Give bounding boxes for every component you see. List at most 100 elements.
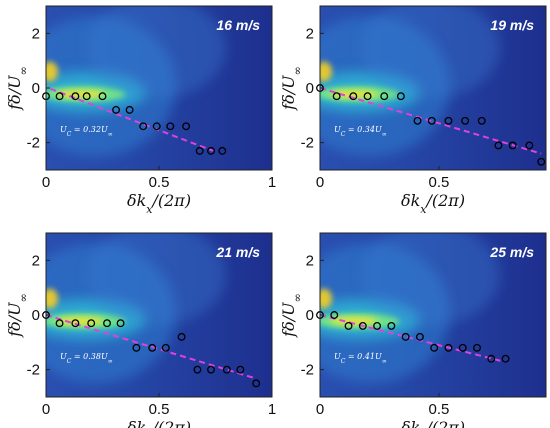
panel-title: 25 m/s — [489, 244, 534, 260]
y-axis-label: fδ/U∞ — [279, 293, 304, 338]
y-tick-label: 0 — [306, 307, 314, 324]
data-point — [363, 92, 372, 101]
y-tick-label: -2 — [27, 135, 40, 152]
data-point — [87, 319, 96, 328]
data-point — [473, 343, 481, 352]
panel-3: 0 0.5 1 -2 0 2 21 m/s UC = 0.38U∞ δkx/(2π) fδ/U∞ — [5, 232, 276, 428]
convection-velocity-label: UC = 0.32U∞ — [60, 125, 113, 138]
data-point — [103, 319, 111, 328]
convection-velocity-label: UC = 0.41U∞ — [334, 352, 387, 365]
data-point — [396, 92, 405, 101]
spectrum-map — [46, 6, 272, 170]
y-tick-label: 2 — [306, 25, 314, 42]
y-axis-label: fδ/U∞ — [5, 66, 30, 111]
panel-title: 16 m/s — [216, 17, 260, 33]
data-point — [148, 343, 157, 352]
y-tick-label: 2 — [306, 252, 314, 269]
fit-line — [46, 314, 255, 379]
data-point — [55, 319, 64, 328]
data-point — [207, 146, 215, 155]
panel-1: 0 0.5 1 -2 0 2 16 m/s UC = 0.32U∞ δkx/(2π) fδ/U∞ — [5, 5, 276, 216]
data-point — [218, 146, 227, 155]
data-point — [444, 116, 453, 125]
data-point — [55, 92, 64, 101]
x-tick-label: 0 — [42, 401, 50, 418]
y-axis-label: fδ/U∞ — [279, 66, 304, 111]
x-axis-label: δkx/(2π) — [127, 418, 191, 428]
data-point — [332, 92, 341, 101]
data-point — [415, 332, 424, 341]
data-point — [112, 105, 121, 114]
data-point — [207, 365, 215, 374]
x-tick-label: 0.5 — [429, 174, 450, 191]
y-tick-label: 2 — [32, 25, 40, 42]
data-point — [508, 141, 517, 150]
data-point — [487, 354, 496, 363]
panel-title: 21 m/s — [215, 244, 260, 260]
x-axis-label: δkx/(2π) — [127, 191, 191, 216]
data-point — [98, 92, 107, 101]
fit-line — [50, 87, 214, 152]
x-tick-label: 0 — [316, 401, 324, 418]
data-point — [413, 116, 422, 125]
spectrum-map — [320, 233, 546, 397]
spectrum-map — [46, 233, 272, 397]
y-tick-label: 2 — [32, 252, 40, 269]
data-point — [380, 92, 389, 101]
x-tick-label: 1 — [268, 174, 276, 191]
y-tick-label: 0 — [306, 80, 314, 97]
x-axis-label: δkx/(2π) — [401, 418, 465, 428]
data-point — [373, 321, 382, 330]
convection-velocity-label: UC = 0.34U∞ — [334, 125, 387, 138]
data-point — [444, 343, 453, 352]
fit-line — [320, 87, 542, 155]
data-point — [501, 354, 510, 363]
data-point — [116, 319, 125, 328]
data-point — [71, 92, 80, 101]
data-point — [195, 146, 204, 155]
data-point — [401, 332, 410, 341]
data-point — [82, 92, 91, 101]
data-point — [427, 116, 436, 125]
data-point — [139, 122, 148, 131]
data-point — [236, 365, 245, 374]
data-point — [152, 122, 161, 131]
panel-2: 0 0.5 -2 0 2 19 m/s UC = 0.34U∞ δkx/(2π) fδ/U∞ — [279, 5, 547, 216]
data-point — [349, 92, 358, 101]
x-tick-label: 0 — [42, 174, 50, 191]
data-point — [344, 321, 353, 330]
x-tick-label: 0.5 — [429, 401, 450, 418]
data-point — [252, 379, 261, 388]
spectrum-map — [320, 6, 546, 170]
x-tick-label: 0.5 — [149, 401, 170, 418]
data-point — [461, 116, 470, 125]
data-point — [458, 343, 467, 352]
data-point — [494, 141, 503, 150]
data-point — [161, 343, 170, 352]
data-point — [525, 141, 534, 150]
panel-title: 19 m/s — [490, 17, 534, 33]
y-tick-label: -2 — [27, 362, 40, 379]
x-axis-label: δkx/(2π) — [401, 191, 465, 216]
data-point — [358, 321, 367, 330]
y-tick-label: 0 — [32, 80, 40, 97]
data-point — [125, 105, 134, 114]
data-point — [182, 122, 191, 131]
y-tick-label: -2 — [301, 135, 314, 152]
data-point — [430, 343, 439, 352]
data-point — [537, 157, 546, 166]
panel-4: 0 0.5 -2 0 2 25 m/s UC = 0.41U∞ δkx/(2π) fδ/U∞ — [279, 232, 547, 428]
y-tick-label: -2 — [301, 362, 314, 379]
x-tick-label: 0.5 — [149, 174, 170, 191]
data-point — [387, 321, 396, 330]
data-point — [193, 365, 202, 374]
y-tick-label: 0 — [32, 307, 40, 324]
convection-velocity-label: UC = 0.38U∞ — [60, 352, 113, 365]
data-point — [177, 332, 186, 341]
y-axis-label: fδ/U∞ — [5, 293, 30, 338]
data-point — [330, 311, 339, 319]
data-point — [71, 319, 80, 328]
x-tick-label: 0 — [316, 174, 324, 191]
data-point — [222, 365, 231, 374]
